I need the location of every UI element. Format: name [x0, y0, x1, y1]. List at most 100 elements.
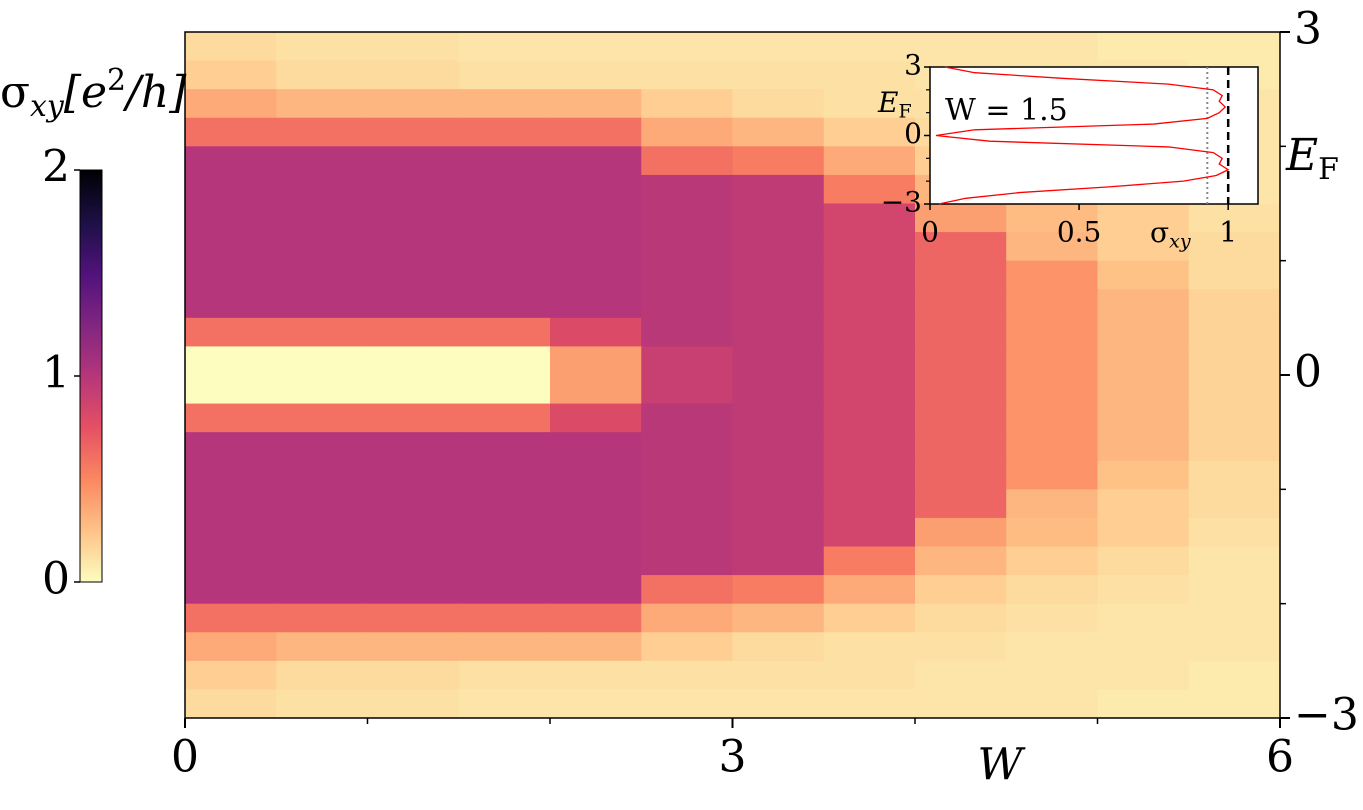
heatmap-cell — [1188, 546, 1281, 576]
heatmap-cell — [367, 660, 460, 690]
label-part: /h] — [122, 67, 187, 118]
heatmap-cell — [823, 689, 916, 719]
heatmap-cell — [732, 346, 825, 376]
heatmap-cell — [1097, 689, 1190, 719]
heatmap-cell — [915, 432, 1007, 462]
heatmap-cell — [550, 546, 642, 576]
heatmap-cell — [1006, 289, 1098, 319]
heatmap-cell — [732, 460, 825, 490]
heatmap-cell — [732, 660, 825, 690]
heatmap-cell — [1006, 375, 1098, 405]
heatmap-cell — [367, 346, 460, 376]
heatmap-cell — [1097, 489, 1190, 519]
heatmap-cell — [1097, 660, 1190, 690]
heatmap-cell — [458, 203, 551, 233]
heatmap-cell — [276, 689, 368, 719]
heatmap-cell — [732, 89, 825, 119]
heatmap-cell — [276, 32, 368, 62]
heatmap-cell — [915, 232, 1007, 262]
heatmap-cell — [550, 32, 642, 62]
heatmap-cell — [185, 232, 277, 262]
heatmap-cell — [915, 317, 1007, 347]
heatmap-cell — [641, 575, 733, 605]
heatmap-cell — [641, 689, 733, 719]
heatmap-cell — [185, 403, 277, 433]
heatmap-cell — [185, 89, 277, 119]
heatmap-cell — [641, 117, 733, 147]
heatmap-cell — [732, 403, 825, 433]
heatmap-cell — [185, 603, 277, 633]
heatmap-cell — [550, 232, 642, 262]
heatmap-cell — [185, 117, 277, 147]
label-part: F — [1318, 152, 1339, 187]
heatmap-cell — [185, 489, 277, 519]
heatmap-cell — [732, 375, 825, 405]
colorbar — [79, 169, 103, 583]
heatmap-cell — [276, 632, 368, 662]
heatmap-cell — [550, 375, 642, 405]
heatmap-cell — [367, 632, 460, 662]
x-tick-label: 0 — [921, 216, 939, 249]
heatmap-cell — [550, 489, 642, 519]
annotation: W = 1.5 — [945, 93, 1068, 128]
label-part: σ — [1150, 216, 1169, 249]
heatmap-cell — [641, 489, 733, 519]
heatmap-cell — [1006, 317, 1098, 347]
heatmap-cell — [641, 346, 733, 376]
heatmap-cell — [367, 117, 460, 147]
heatmap-cell — [732, 632, 825, 662]
heatmap-cell — [185, 432, 277, 462]
heatmap-cell — [1006, 346, 1098, 376]
heatmap-cell — [458, 489, 551, 519]
heatmap-cell — [823, 89, 916, 119]
heatmap-cell — [915, 403, 1007, 433]
heatmap-cell — [641, 660, 733, 690]
heatmap-cell — [367, 575, 460, 605]
heatmap-cell — [732, 575, 825, 605]
heatmap-cell — [641, 289, 733, 319]
heatmap-cell — [1188, 32, 1281, 62]
heatmap-cell — [367, 403, 460, 433]
heatmap-cell — [1006, 432, 1098, 462]
x-tick-label: 1 — [1219, 216, 1237, 249]
heatmap-cell — [1188, 660, 1281, 690]
heatmap-cell — [550, 432, 642, 462]
heatmap-cell — [1188, 632, 1281, 662]
heatmap-cell — [185, 289, 277, 319]
heatmap-cell — [1006, 660, 1098, 690]
heatmap-cell — [276, 289, 368, 319]
label-part: xy — [30, 89, 65, 124]
heatmap-cell — [367, 460, 460, 490]
label-part: [e — [64, 67, 107, 118]
heatmap-cell — [1097, 203, 1190, 233]
heatmap-cell — [732, 203, 825, 233]
x-tick-label: 6 — [1266, 732, 1294, 783]
label-part: 2 — [107, 63, 126, 98]
heatmap-cell — [641, 460, 733, 490]
heatmap-cell — [915, 460, 1007, 490]
heatmap-cell — [185, 689, 277, 719]
heatmap-cell — [732, 232, 825, 262]
heatmap-cell — [550, 632, 642, 662]
heatmap-cell — [823, 546, 916, 576]
heatmap-cell — [367, 375, 460, 405]
heatmap-cell — [458, 432, 551, 462]
heatmap-cell — [185, 375, 277, 405]
heatmap-cell — [823, 403, 916, 433]
heatmap-cell — [276, 203, 368, 233]
heatmap-cell — [458, 317, 551, 347]
heatmap-cell — [1006, 260, 1098, 290]
heatmap-cell — [185, 203, 277, 233]
heatmap-cell — [367, 489, 460, 519]
heatmap-cell — [367, 546, 460, 576]
heatmap-cell — [1188, 603, 1281, 633]
heatmap-cell — [367, 689, 460, 719]
y-tick-label: 3 — [1294, 4, 1322, 55]
heatmap-cell — [823, 317, 916, 347]
heatmap-cell — [458, 660, 551, 690]
heatmap-cell — [276, 117, 368, 147]
heatmap-cell — [1188, 232, 1281, 262]
heatmap-cell — [276, 546, 368, 576]
heatmap-cell — [641, 232, 733, 262]
inset-background — [929, 66, 1259, 205]
